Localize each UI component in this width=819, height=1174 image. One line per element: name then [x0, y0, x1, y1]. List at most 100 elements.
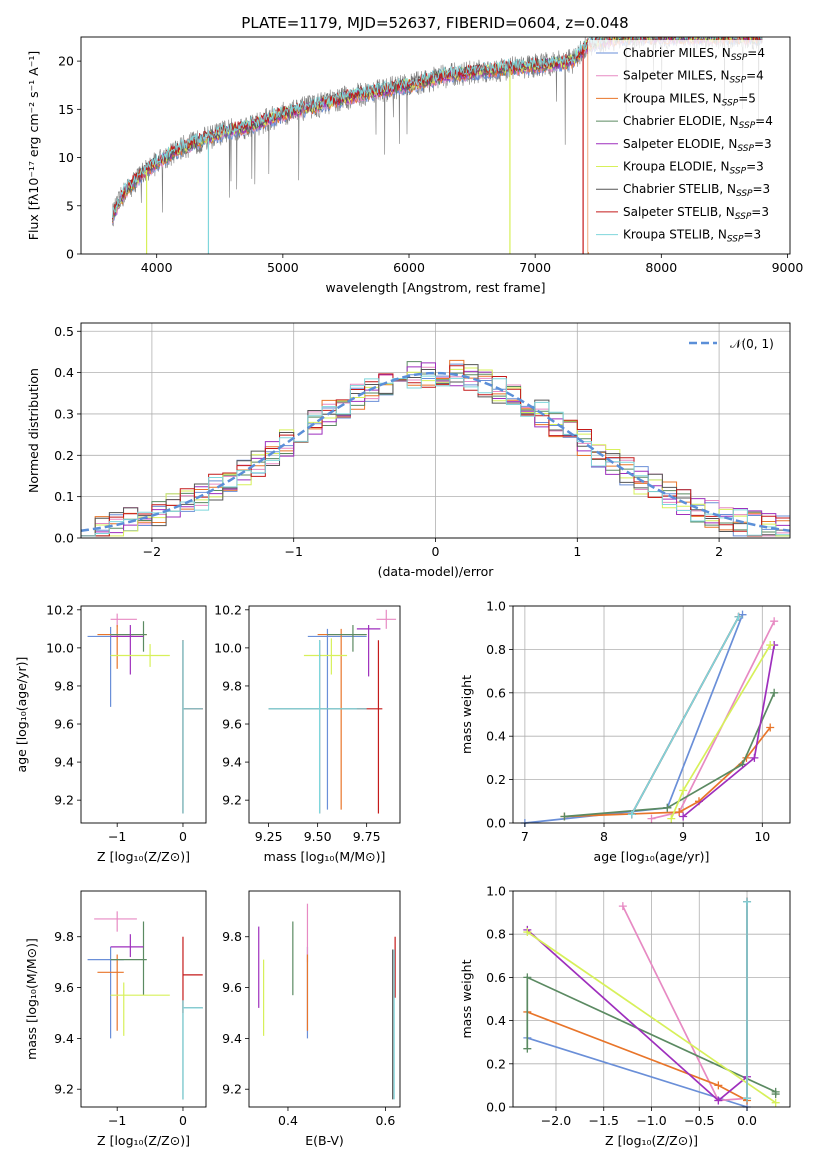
- y-tick-label: 10.0: [214, 640, 242, 655]
- weight-point-marker: [523, 928, 532, 937]
- y-tick-label: 9.4: [54, 1031, 74, 1046]
- y-axis-label: mass weight: [459, 675, 474, 754]
- weight-point-marker: [766, 723, 775, 732]
- legend-entry: Salpeter STELIB, NSSP=3: [623, 205, 769, 222]
- y-axis-label: age [log₁₀(age/yr)]: [14, 657, 29, 773]
- legend-entry: Kroupa STELIB, NSSP=3: [623, 228, 761, 245]
- y-tick-label: 9.2: [54, 1082, 74, 1097]
- y-tick-label: 0.8: [486, 927, 506, 942]
- y-tick-label: 10: [58, 150, 74, 165]
- weight-series-line: [564, 726, 771, 818]
- y-tick-label: 0.0: [486, 816, 506, 831]
- spectrum-frame: [80, 36, 791, 255]
- x-tick-label: 0: [179, 829, 187, 844]
- y-tick-label: 9.6: [222, 980, 242, 995]
- weight-point-marker: [750, 753, 759, 762]
- y-tick-label: 0.5: [54, 324, 74, 339]
- y-tick-label: 0.2: [54, 448, 74, 463]
- weight-point-marker: [743, 1094, 752, 1103]
- y-tick-label: 0.4: [486, 1013, 506, 1028]
- weight-point-marker: [663, 803, 672, 812]
- weight-point-marker: [679, 812, 688, 821]
- residuals-panel: [81, 323, 790, 539]
- x-tick-label: −1: [284, 544, 302, 559]
- x-tick-label: −1: [108, 1113, 126, 1128]
- x-tick-label: 9.50: [304, 829, 332, 844]
- x-tick-label: 8: [600, 829, 608, 844]
- legend-entry: Salpeter ELODIE, NSSP=3: [623, 137, 772, 154]
- legend-entry: Salpeter MILES, NSSP=4: [623, 69, 764, 86]
- weight-point-marker: [679, 786, 688, 795]
- y-tick-label: 20: [58, 54, 74, 69]
- x-axis-label: age [log₁₀(age/yr)]: [594, 849, 710, 864]
- y-tick-label: 0.4: [54, 365, 74, 380]
- legend-box: [588, 40, 788, 252]
- weight-series-line: [564, 692, 775, 818]
- y-tick-label: 10.2: [46, 602, 74, 617]
- x-tick-label: −2: [143, 544, 161, 559]
- x-tick-label: −0.5: [684, 1113, 714, 1128]
- x-axis-label: Z [log₁₀(Z/Z⊙)]: [97, 1133, 190, 1148]
- x-tick-label: 0: [432, 544, 440, 559]
- y-tick-label: 9.4: [222, 1031, 242, 1046]
- x-tick-label: 7: [521, 829, 529, 844]
- y-tick-label: 9.8: [54, 929, 74, 944]
- weight-series-line: [526, 931, 777, 1104]
- x-axis-label: mass [log₁₀(M/M⊙)]: [264, 849, 386, 864]
- y-tick-label: 0.1: [54, 489, 74, 504]
- y-tick-label: 0.8: [486, 642, 506, 657]
- x-tick-label: 10: [754, 829, 770, 844]
- y-tick-label: 9.4: [222, 755, 242, 770]
- legend-entry: Chabrier MILES, NSSP=4: [623, 46, 765, 63]
- mass_vs_ebv-frame: [248, 890, 401, 1108]
- weight-series-line: [527, 1037, 748, 1108]
- x-tick-label: −1.5: [589, 1113, 619, 1128]
- y-tick-label: 0.0: [486, 1100, 506, 1115]
- x-axis-label: wavelength [Angstrom, rest frame]: [325, 280, 545, 295]
- legend-entry: Chabrier ELODIE, NSSP=4: [623, 114, 773, 131]
- normal-reference-curve: [80, 371, 791, 533]
- y-tick-label: 0.6: [486, 685, 506, 700]
- weight-point-marker: [771, 1098, 780, 1107]
- y-tick-label: 0.2: [486, 1056, 506, 1071]
- y-tick-label: 9.2: [222, 1082, 242, 1097]
- y-tick-label: 9.2: [222, 793, 242, 808]
- weight-point-marker: [667, 814, 676, 823]
- x-tick-label: 8000: [645, 260, 677, 275]
- y-tick-label: 1.0: [486, 884, 506, 899]
- legend-entry: 𝒩(0, 1): [730, 337, 774, 351]
- weight-point-marker: [714, 1096, 723, 1105]
- x-axis-label: Z [log₁₀(Z/Z⊙)]: [97, 849, 190, 864]
- x-tick-label: 9000: [772, 260, 804, 275]
- weight_vs_Z-panel: [513, 890, 790, 1108]
- x-tick-label: 2: [715, 544, 723, 559]
- y-tick-label: 0.0: [54, 531, 74, 546]
- x-axis-label: E(B-V): [305, 1133, 344, 1148]
- weight-series-line: [630, 616, 740, 815]
- x-tick-label: 9.75: [353, 829, 381, 844]
- y-tick-label: 0.2: [486, 772, 506, 787]
- x-tick-label: −2.0: [541, 1113, 571, 1128]
- weight_vs_age-panel: [513, 605, 790, 824]
- weight-point-marker: [714, 1081, 723, 1090]
- weight-point-marker: [647, 814, 656, 823]
- weight-point-marker: [523, 973, 532, 982]
- weight_vs_age-frame: [512, 605, 791, 824]
- weight-point-marker: [770, 617, 779, 626]
- x-tick-label: 7000: [519, 260, 551, 275]
- age_vs_Z-frame: [80, 605, 207, 824]
- y-tick-label: 5: [66, 198, 74, 213]
- y-tick-label: 10.2: [214, 602, 242, 617]
- weight-point-marker: [734, 612, 743, 621]
- y-tick-label: 9.4: [54, 755, 74, 770]
- spectrum-legend: Chabrier MILES, NSSP=4 Salpeter MILES, NS…: [588, 40, 788, 252]
- residual-histogram: [81, 375, 790, 537]
- legend-entry: Kroupa MILES, NSSP=5: [623, 91, 756, 108]
- figure-title: PLATE=1179, MJD=52637, FIBERID=0604, z=0…: [241, 14, 628, 32]
- y-tick-label: 0.3: [54, 406, 74, 421]
- x-tick-label: 0.4: [278, 1113, 298, 1128]
- weight-point-marker: [770, 688, 779, 697]
- age_vs_mass-frame: [248, 605, 401, 824]
- y-tick-label: 9.6: [54, 980, 74, 995]
- x-tick-label: 0.0: [737, 1113, 757, 1128]
